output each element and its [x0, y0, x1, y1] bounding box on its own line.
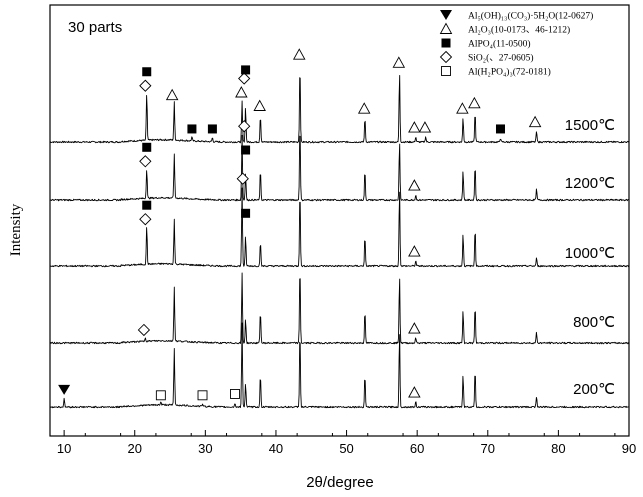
marker-0-15	[468, 96, 481, 109]
marker-4-0	[58, 384, 71, 395]
legend-symbol-0	[440, 10, 452, 20]
marker-layer	[58, 48, 542, 401]
trace-3	[49, 272, 630, 345]
x-tick-label-1: 20	[127, 441, 141, 456]
trace-layer	[49, 74, 630, 409]
x-tick-label-3: 40	[269, 441, 283, 456]
marker-4-3	[230, 389, 240, 399]
marker-4-4	[408, 386, 421, 398]
marker-0-1	[142, 67, 152, 77]
x-axis-label: 2θ/degree	[306, 474, 374, 491]
legend-label-4: Al(H₂PO₄)₃(72-0181)	[468, 67, 551, 78]
x-tick-label-8: 90	[622, 441, 636, 456]
series-label-3: 800℃	[573, 314, 615, 331]
marker-0-14	[456, 102, 469, 114]
chart-title: 30 parts	[68, 19, 122, 36]
marker-2-3	[241, 208, 251, 218]
marker-0-5	[235, 86, 248, 98]
x-tick-label-7: 80	[551, 441, 565, 456]
marker-3-0	[137, 323, 151, 337]
marker-4-2	[197, 390, 208, 401]
legend-label-0: Al₅(OH)₁₃(CO₃)·5H₂O(12-0627)	[468, 11, 593, 22]
marker-0-17	[528, 115, 542, 128]
x-tick-label-2: 30	[198, 441, 212, 456]
series-label-layer: 1500℃ 1200℃ 1000℃ 800℃ 200℃	[565, 117, 615, 398]
marker-3-1	[408, 322, 421, 334]
series-label-1: 1200℃	[565, 175, 615, 192]
series-label-2: 1000℃	[565, 245, 615, 262]
trace-2	[49, 187, 630, 268]
marker-1-1	[142, 142, 152, 152]
series-label-0: 1500℃	[565, 117, 615, 134]
marker-0-8	[253, 99, 266, 111]
marker-0-3	[187, 124, 197, 134]
marker-0-12	[408, 121, 421, 133]
marker-2-4	[408, 245, 421, 257]
legend-label-2: AlPO₄(11-0500)	[468, 39, 531, 50]
marker-0-0	[139, 79, 152, 92]
marker-2-2	[236, 172, 249, 185]
marker-2-0	[139, 213, 152, 226]
x-tick-label-5: 60	[410, 441, 424, 456]
trace-0	[49, 74, 630, 144]
marker-1-4	[408, 179, 421, 191]
marker-1-3	[241, 145, 251, 155]
x-axis-ticks: 10 20 30 40 50 60 70 80 90	[49, 430, 636, 456]
trace-4	[49, 322, 630, 409]
legend-label-3: SiO₂(、27-0605)	[468, 53, 534, 64]
plot-frame	[49, 4, 630, 437]
legend-symbol-3	[439, 50, 453, 64]
legend-symbol-4	[441, 66, 451, 76]
marker-1-0	[139, 155, 152, 168]
marker-0-4	[207, 124, 217, 134]
marker-0-2	[165, 88, 179, 101]
marker-1-2	[238, 120, 251, 133]
marker-4-1	[155, 390, 166, 401]
marker-0-16	[495, 124, 505, 134]
marker-0-7	[241, 65, 251, 75]
marker-2-1	[142, 200, 152, 210]
legend: Al₅(OH)₁₃(CO₃)·5H₂O(12-0627) Al₂O₃(10-017…	[439, 10, 593, 78]
marker-0-6	[238, 72, 251, 85]
marker-0-10	[357, 102, 371, 114]
trace-1	[49, 134, 630, 202]
x-tick-label-4: 50	[339, 441, 353, 456]
legend-symbol-2	[441, 38, 451, 48]
x-tick-label-0: 10	[57, 441, 71, 456]
marker-0-13	[418, 121, 432, 133]
marker-0-11	[392, 56, 406, 68]
x-tick-label-6: 70	[481, 441, 495, 456]
legend-symbol-1	[439, 22, 453, 34]
legend-label-1: Al₂O₃(10-0173、46-1212)	[468, 25, 570, 36]
y-axis-label: Intensity	[8, 203, 24, 256]
marker-0-9	[292, 48, 306, 60]
series-label-4: 200℃	[573, 381, 615, 398]
